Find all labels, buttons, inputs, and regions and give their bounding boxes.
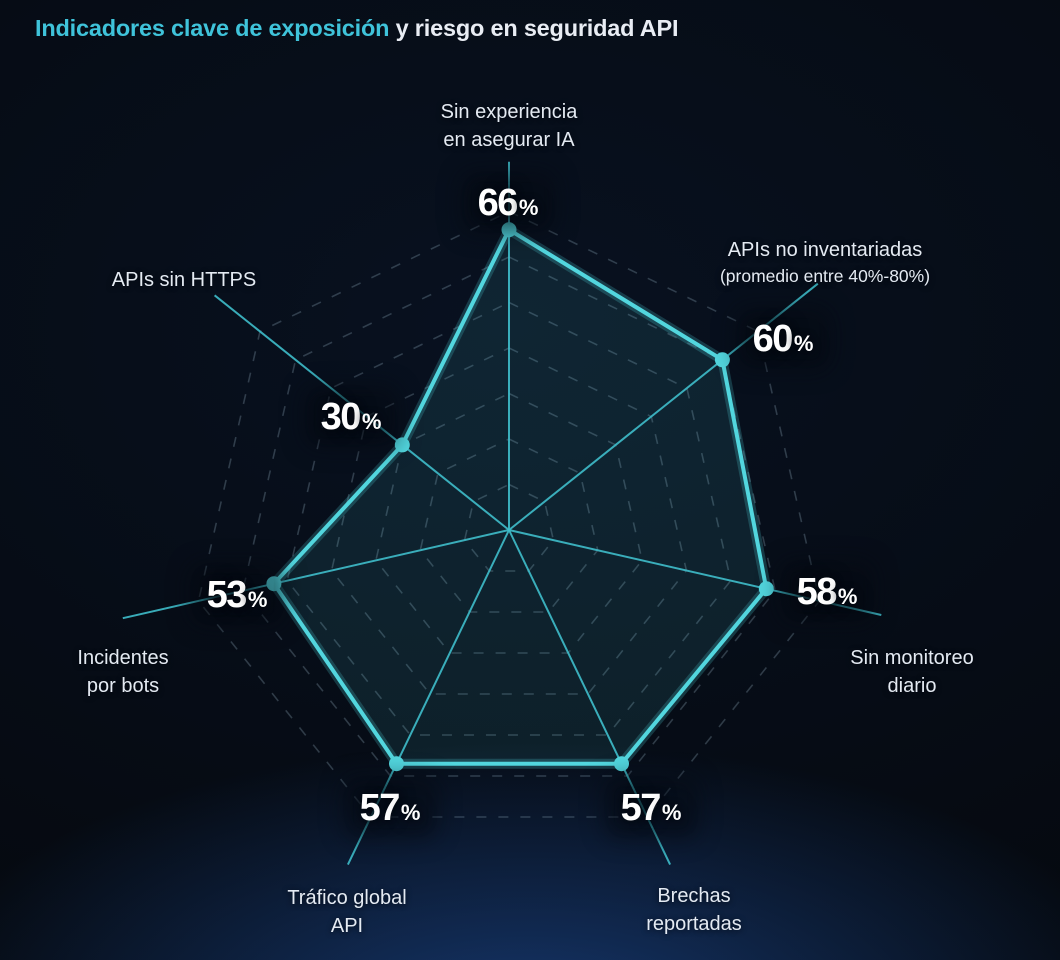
value-label: 57%: [353, 787, 427, 829]
axis-spoke: [508, 529, 672, 866]
axis-label: Sin experiencia en asegurar IA: [441, 98, 578, 154]
vertex-dot: [614, 756, 629, 772]
axis-label-text: Tráfico global API: [287, 887, 407, 937]
grid-ring: [197, 210, 821, 818]
axis-label-text: APIs sin HTTPS: [111, 269, 257, 291]
percent-sign: %: [837, 584, 858, 609]
axis-label-text: Sin monitoreo diario: [850, 647, 974, 697]
value-label: 53%: [200, 574, 274, 616]
axis-spoke: [508, 529, 882, 616]
axis-label: Sin monitoreo diario: [850, 644, 973, 700]
axis-spoke: [213, 294, 510, 531]
value-number: 53: [206, 574, 248, 616]
value-number: 57: [620, 787, 662, 829]
value-label: 57%: [614, 787, 688, 829]
axis-label-text: Sin experiencia en asegurar IA: [440, 101, 578, 151]
vertex-dot: [389, 756, 404, 772]
grid-ring: [463, 483, 555, 572]
page-title: Indicadores clave de exposición y riesgo…: [35, 15, 679, 42]
value-label: 30%: [314, 396, 388, 438]
axis-spoke: [346, 529, 510, 866]
axis-label: APIs no inventariadas (promedio entre 40%…: [720, 236, 930, 288]
axis-label-text: APIs no inventariadas: [727, 239, 923, 261]
grid-ring: [419, 438, 599, 613]
vertex-dot: [394, 437, 410, 453]
value-label: 58%: [790, 571, 864, 613]
page-title-highlight: Indicadores clave de exposición: [35, 15, 390, 41]
grid-ring: [330, 347, 688, 695]
axis-label-text: Incidentes por bots: [77, 647, 169, 697]
value-label: 60%: [746, 318, 820, 360]
axis-label: Tráfico global API: [287, 884, 406, 940]
percent-sign: %: [793, 331, 814, 356]
vertex-dot: [714, 352, 730, 368]
vertex-dot: [266, 576, 282, 592]
grid-ring: [286, 301, 732, 736]
grid-ring: [375, 392, 643, 654]
value-label: 66%: [471, 182, 545, 224]
axis-label: Incidentes por bots: [77, 644, 168, 700]
page-title-rest: y riesgo en seguridad API: [389, 15, 679, 41]
radar-outline: [271, 227, 769, 766]
percent-sign: %: [400, 800, 421, 825]
percent-sign: %: [361, 409, 382, 434]
axis-label-text: Brechas reportadas: [646, 885, 742, 935]
axis-sublabel-text: (promedio entre 40%-80%): [719, 266, 931, 286]
vertex-dot: [501, 222, 517, 238]
axis-spoke: [508, 282, 819, 531]
axis-spoke: [122, 529, 510, 620]
value-number: 30: [320, 396, 362, 438]
value-number: 58: [796, 571, 838, 613]
percent-sign: %: [518, 195, 539, 220]
percent-sign: %: [661, 800, 682, 825]
value-number: 66: [477, 182, 519, 224]
value-number: 57: [359, 787, 401, 829]
percent-sign: %: [247, 587, 268, 612]
vertex-dot: [758, 581, 774, 597]
value-number: 60: [752, 318, 794, 360]
axis-label: Brechas reportadas: [646, 882, 742, 938]
radar-area-fill: [273, 229, 767, 764]
axis-label: APIs sin HTTPS: [112, 266, 256, 294]
